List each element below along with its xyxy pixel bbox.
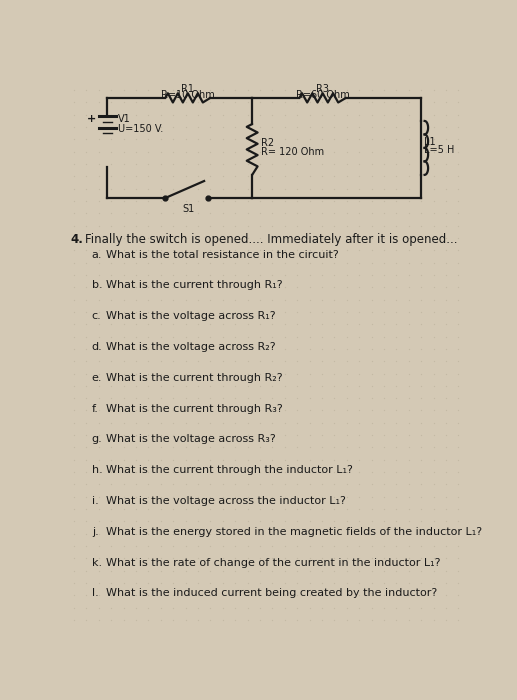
Text: What is the voltage across R₂?: What is the voltage across R₂? (107, 342, 276, 352)
Text: L=5 H: L=5 H (424, 145, 454, 155)
Text: Finally the switch is opened.... Immediately after it is opened...: Finally the switch is opened.... Immedia… (85, 232, 457, 246)
Text: R=10 Ohm: R=10 Ohm (161, 90, 215, 100)
Text: j.: j. (92, 526, 99, 537)
Text: What is the rate of change of the current in the inductor L₁?: What is the rate of change of the curren… (107, 557, 441, 568)
Text: a.: a. (92, 250, 102, 260)
Text: l.: l. (92, 588, 99, 598)
Text: V1: V1 (118, 114, 131, 125)
Text: What is the current through the inductor L₁?: What is the current through the inductor… (107, 466, 353, 475)
Text: R1: R1 (181, 83, 194, 94)
Text: b.: b. (92, 281, 102, 290)
Text: R3: R3 (316, 83, 329, 94)
Text: R2: R2 (261, 139, 274, 148)
Text: c.: c. (92, 311, 101, 321)
Text: k.: k. (92, 557, 102, 568)
Text: i.: i. (92, 496, 99, 506)
Text: g.: g. (92, 434, 102, 444)
Text: R=60 Ohm: R=60 Ohm (296, 90, 349, 100)
Text: What is the current through R₁?: What is the current through R₁? (107, 281, 283, 290)
Text: What is the induced current being created by the inductor?: What is the induced current being create… (107, 588, 438, 598)
Text: S1: S1 (182, 204, 194, 214)
Text: What is the energy stored in the magnetic fields of the inductor L₁?: What is the energy stored in the magneti… (107, 526, 482, 537)
Text: L1: L1 (424, 136, 436, 147)
Text: 4.: 4. (71, 232, 84, 246)
Text: e.: e. (92, 372, 102, 383)
Text: What is the total resistance in the circuit?: What is the total resistance in the circ… (107, 250, 339, 260)
Text: d.: d. (92, 342, 102, 352)
Text: +: + (86, 113, 96, 124)
Text: What is the voltage across the inductor L₁?: What is the voltage across the inductor … (107, 496, 346, 506)
Text: What is the voltage across R₁?: What is the voltage across R₁? (107, 311, 276, 321)
Text: f.: f. (92, 403, 99, 414)
Text: R= 120 Ohm: R= 120 Ohm (261, 147, 324, 157)
Text: What is the current through R₃?: What is the current through R₃? (107, 403, 283, 414)
Text: h.: h. (92, 466, 102, 475)
Text: What is the current through R₂?: What is the current through R₂? (107, 372, 283, 383)
Text: What is the voltage across R₃?: What is the voltage across R₃? (107, 434, 276, 444)
Text: U=150 V.: U=150 V. (118, 125, 163, 134)
